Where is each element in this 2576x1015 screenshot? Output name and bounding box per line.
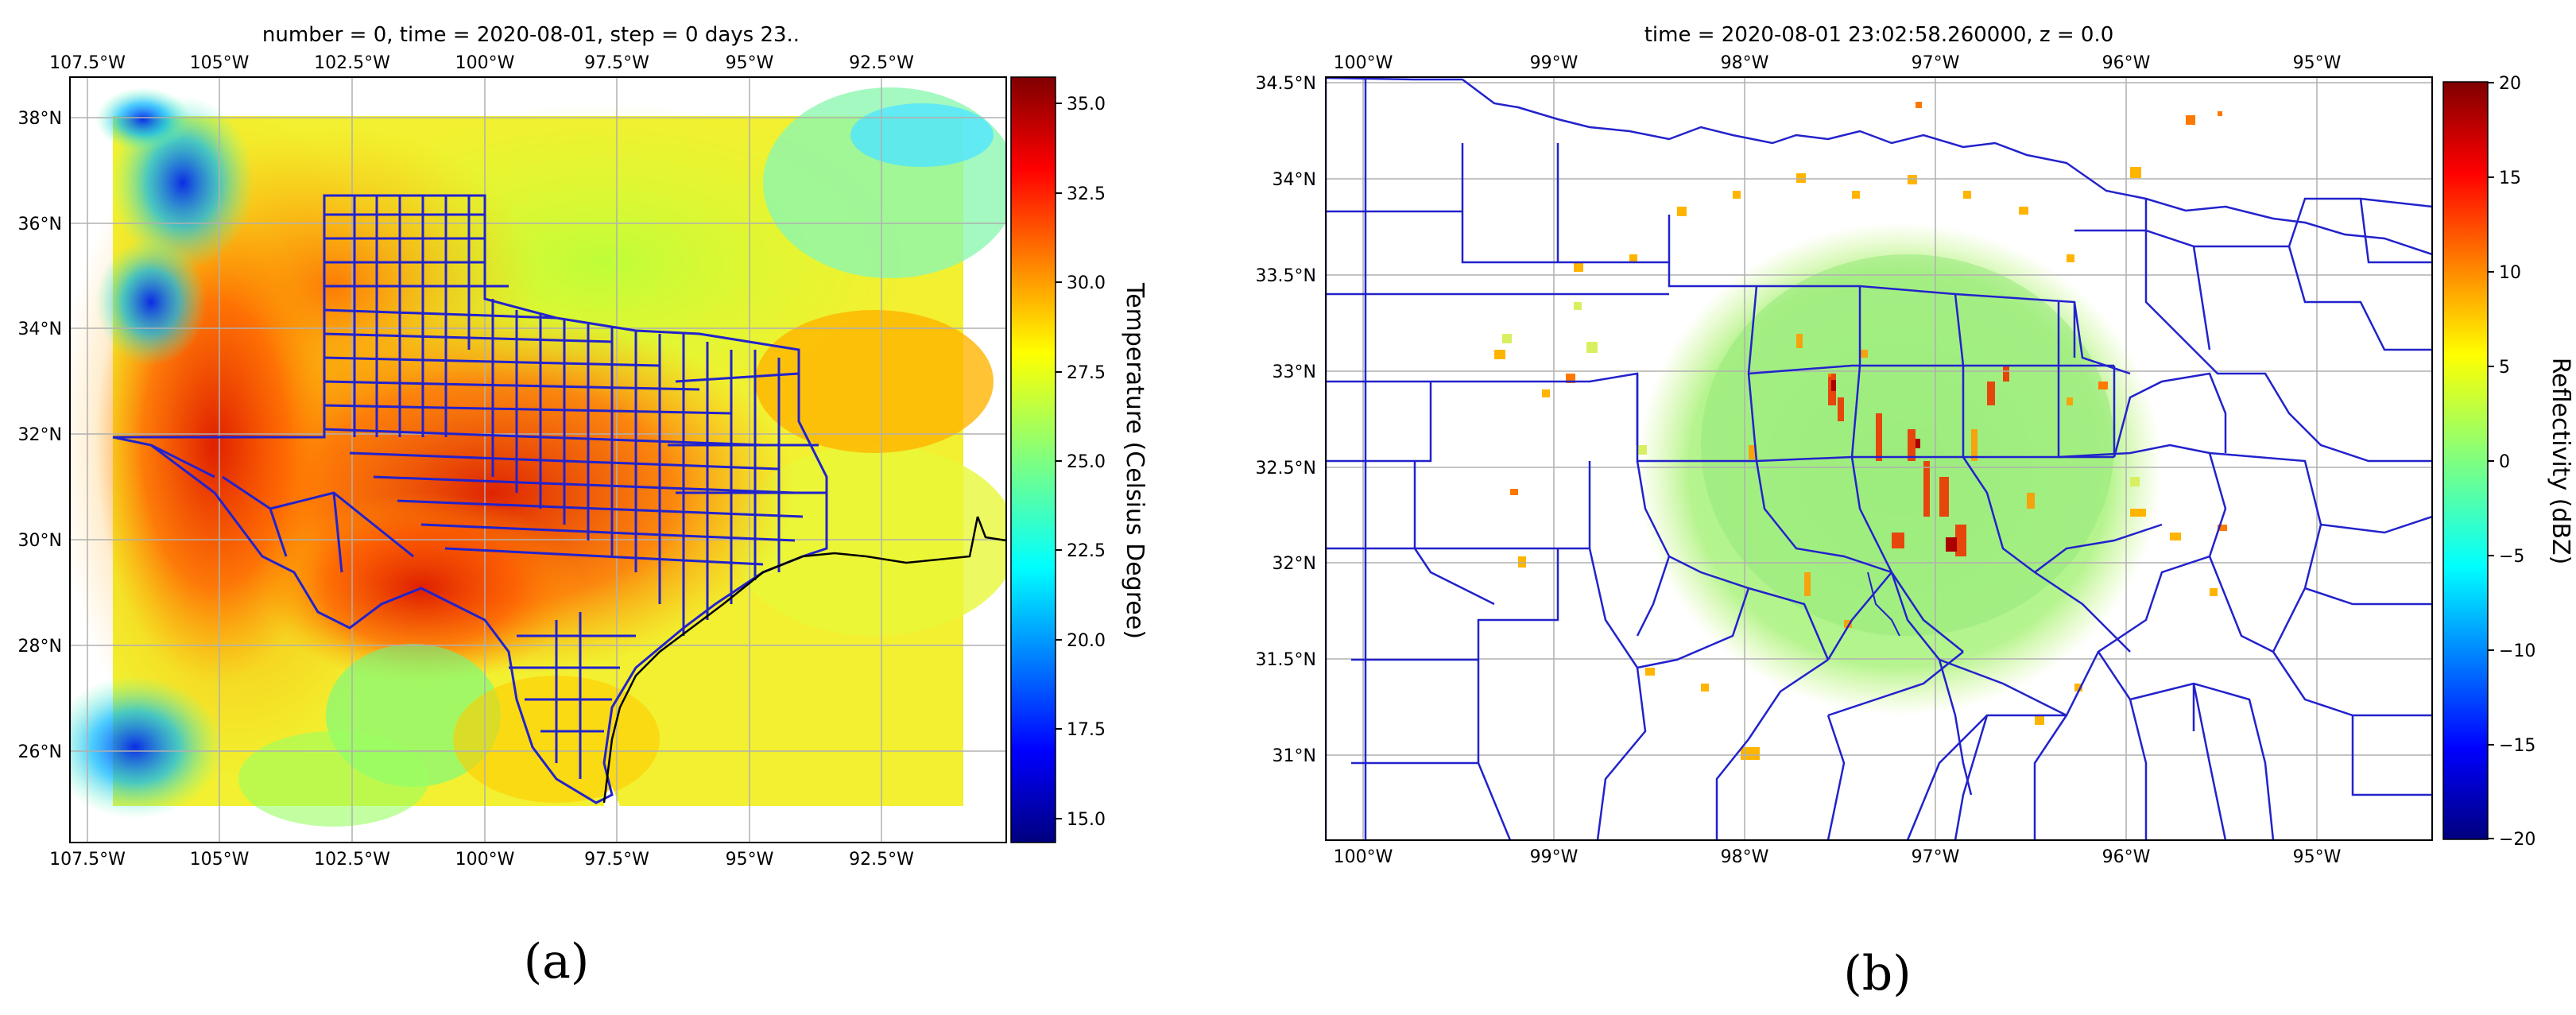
panel-b-y-ticks: 34.5°N 34°N 33.5°N 33°N 32.5°N 32°N 31.5… [1256,74,1316,766]
x-tick-top: 99°W [1530,53,1579,73]
y-tick: 34.5°N [1256,74,1316,94]
y-tick: 33°N [1273,362,1316,382]
panel-b-x-ticks-bottom: 100°W 99°W 98°W 97°W 96°W 95°W [1334,847,2342,867]
y-tick: 26°N [18,742,62,762]
panel-a-title: number = 0, time = 2020-08-01, step = 0 … [262,23,800,47]
gulf-coastline [602,516,979,804]
colorbar-tick: 0 [2499,452,2510,472]
x-tick-bottom: 105°W [190,850,250,870]
x-tick-bottom: 97°W [1912,847,1960,867]
x-tick-bottom: 102.5°W [314,850,390,870]
x-tick-top: 100°W [455,53,515,73]
colorbar-gradient [1010,76,1056,843]
x-tick-bottom: 100°W [1334,847,1393,867]
x-tick-top: 98°W [1721,53,1769,73]
colorbar-tick: −5 [2499,547,2524,567]
panel-b-label: (b) [1843,946,1911,1001]
reflectivity-field [1494,102,2227,760]
y-tick: 32°N [1273,554,1316,574]
colorbar-gradient [2442,81,2489,840]
x-tick-top: 97°W [1912,53,1960,73]
colorbar-tick: 5 [2499,358,2510,378]
panel-b-gridlines [1326,77,2432,840]
colorbar-tick: −20 [2499,830,2535,850]
panel-a-y-ticks: 38°N 36°N 34°N 32°N 30°N 28°N 26°N [18,109,62,762]
x-tick-top: 96°W [2102,53,2151,73]
temperature-colorbar: 35.0 32.5 30.0 27.5 25.0 22.5 20.0 17.5 … [1010,76,1149,843]
y-tick: 34°N [18,320,62,339]
colorbar-tick: 20.0 [1067,631,1106,651]
red-river-border [1326,77,2432,256]
y-tick: 32.5°N [1256,459,1316,478]
panel-b-x-ticks-top: 100°W 99°W 98°W 97°W 96°W 95°W [1334,53,2342,73]
colorbar-tick: 22.5 [1067,541,1106,561]
x-tick-bottom: 96°W [2102,847,2151,867]
county-boundaries-overlay [1326,77,2432,840]
y-tick: 36°N [18,215,62,234]
x-tick-bottom: 107.5°W [49,850,126,870]
y-tick: 31.5°N [1256,650,1316,670]
x-tick-top: 102.5°W [314,53,390,73]
colorbar-tick: 15.0 [1067,810,1106,830]
y-tick: 32°N [18,425,62,445]
x-tick-top: 97.5°W [584,53,649,73]
colorbar-tick: 30.0 [1067,273,1106,293]
x-tick-top: 100°W [1334,53,1393,73]
y-tick: 38°N [18,109,62,129]
y-tick: 34°N [1273,170,1316,190]
temperature-field [70,87,1006,827]
colorbar-tick: 25.0 [1067,452,1106,472]
panel-a: number = 0, time = 2020-08-01, step = 0 … [18,23,1149,990]
colorbar-label: Temperature (Celsius Degree) [1121,282,1149,639]
x-tick-bottom: 97.5°W [584,850,649,870]
colorbar-tick: 35.0 [1067,95,1106,114]
panel-b-title: time = 2020-08-01 23:02:58.260000, z = 0… [1644,23,2114,47]
x-tick-bottom: 100°W [455,850,515,870]
x-tick-bottom: 98°W [1721,847,1769,867]
y-tick: 33.5°N [1256,266,1316,286]
x-tick-top: 92.5°W [849,53,914,73]
y-tick: 31°N [1273,746,1316,766]
colorbar-tick: 15 [2499,169,2521,188]
colorbar-tick: 17.5 [1067,720,1106,740]
y-tick: 28°N [18,637,62,657]
reflectivity-colorbar: 20 15 10 5 0 −5 −10 −15 −20 Reflectivity… [2442,74,2574,850]
colorbar-label: Reflectivity (dBZ) [2547,358,2574,565]
x-tick-bottom: 92.5°W [849,850,914,870]
colorbar-tick: 27.5 [1067,363,1106,383]
panel-a-x-ticks-bottom: 107.5°W 105°W 102.5°W 100°W 97.5°W 95°W … [49,850,914,870]
panel-b-axes-border [1325,76,2433,841]
x-tick-bottom: 95°W [2293,847,2342,867]
panel-a-axes-border [69,76,1007,843]
x-tick-top: 95°W [726,53,774,73]
colorbar-tick: 32.5 [1067,184,1106,204]
colorbar-tick: 20 [2499,74,2521,94]
x-tick-bottom: 99°W [1530,847,1579,867]
x-tick-top: 95°W [2293,53,2342,73]
mexico-border-coast [976,516,1007,542]
panel-b: time = 2020-08-01 23:02:58.260000, z = 0… [1256,23,2574,1001]
x-tick-top: 107.5°W [49,53,126,73]
scattered-echoes [1494,167,2218,760]
panel-a-x-ticks-top: 107.5°W 105°W 102.5°W 100°W 97.5°W 95°W … [49,53,914,73]
colorbar-tick: −15 [2499,736,2535,756]
y-tick: 30°N [18,531,62,551]
colorbar-tick: −10 [2499,641,2535,661]
x-tick-top: 105°W [190,53,250,73]
panel-a-gridlines [70,77,1006,843]
panel-a-label: (a) [524,934,590,990]
colorbar-tick: 10 [2499,263,2521,283]
x-tick-bottom: 95°W [726,850,774,870]
